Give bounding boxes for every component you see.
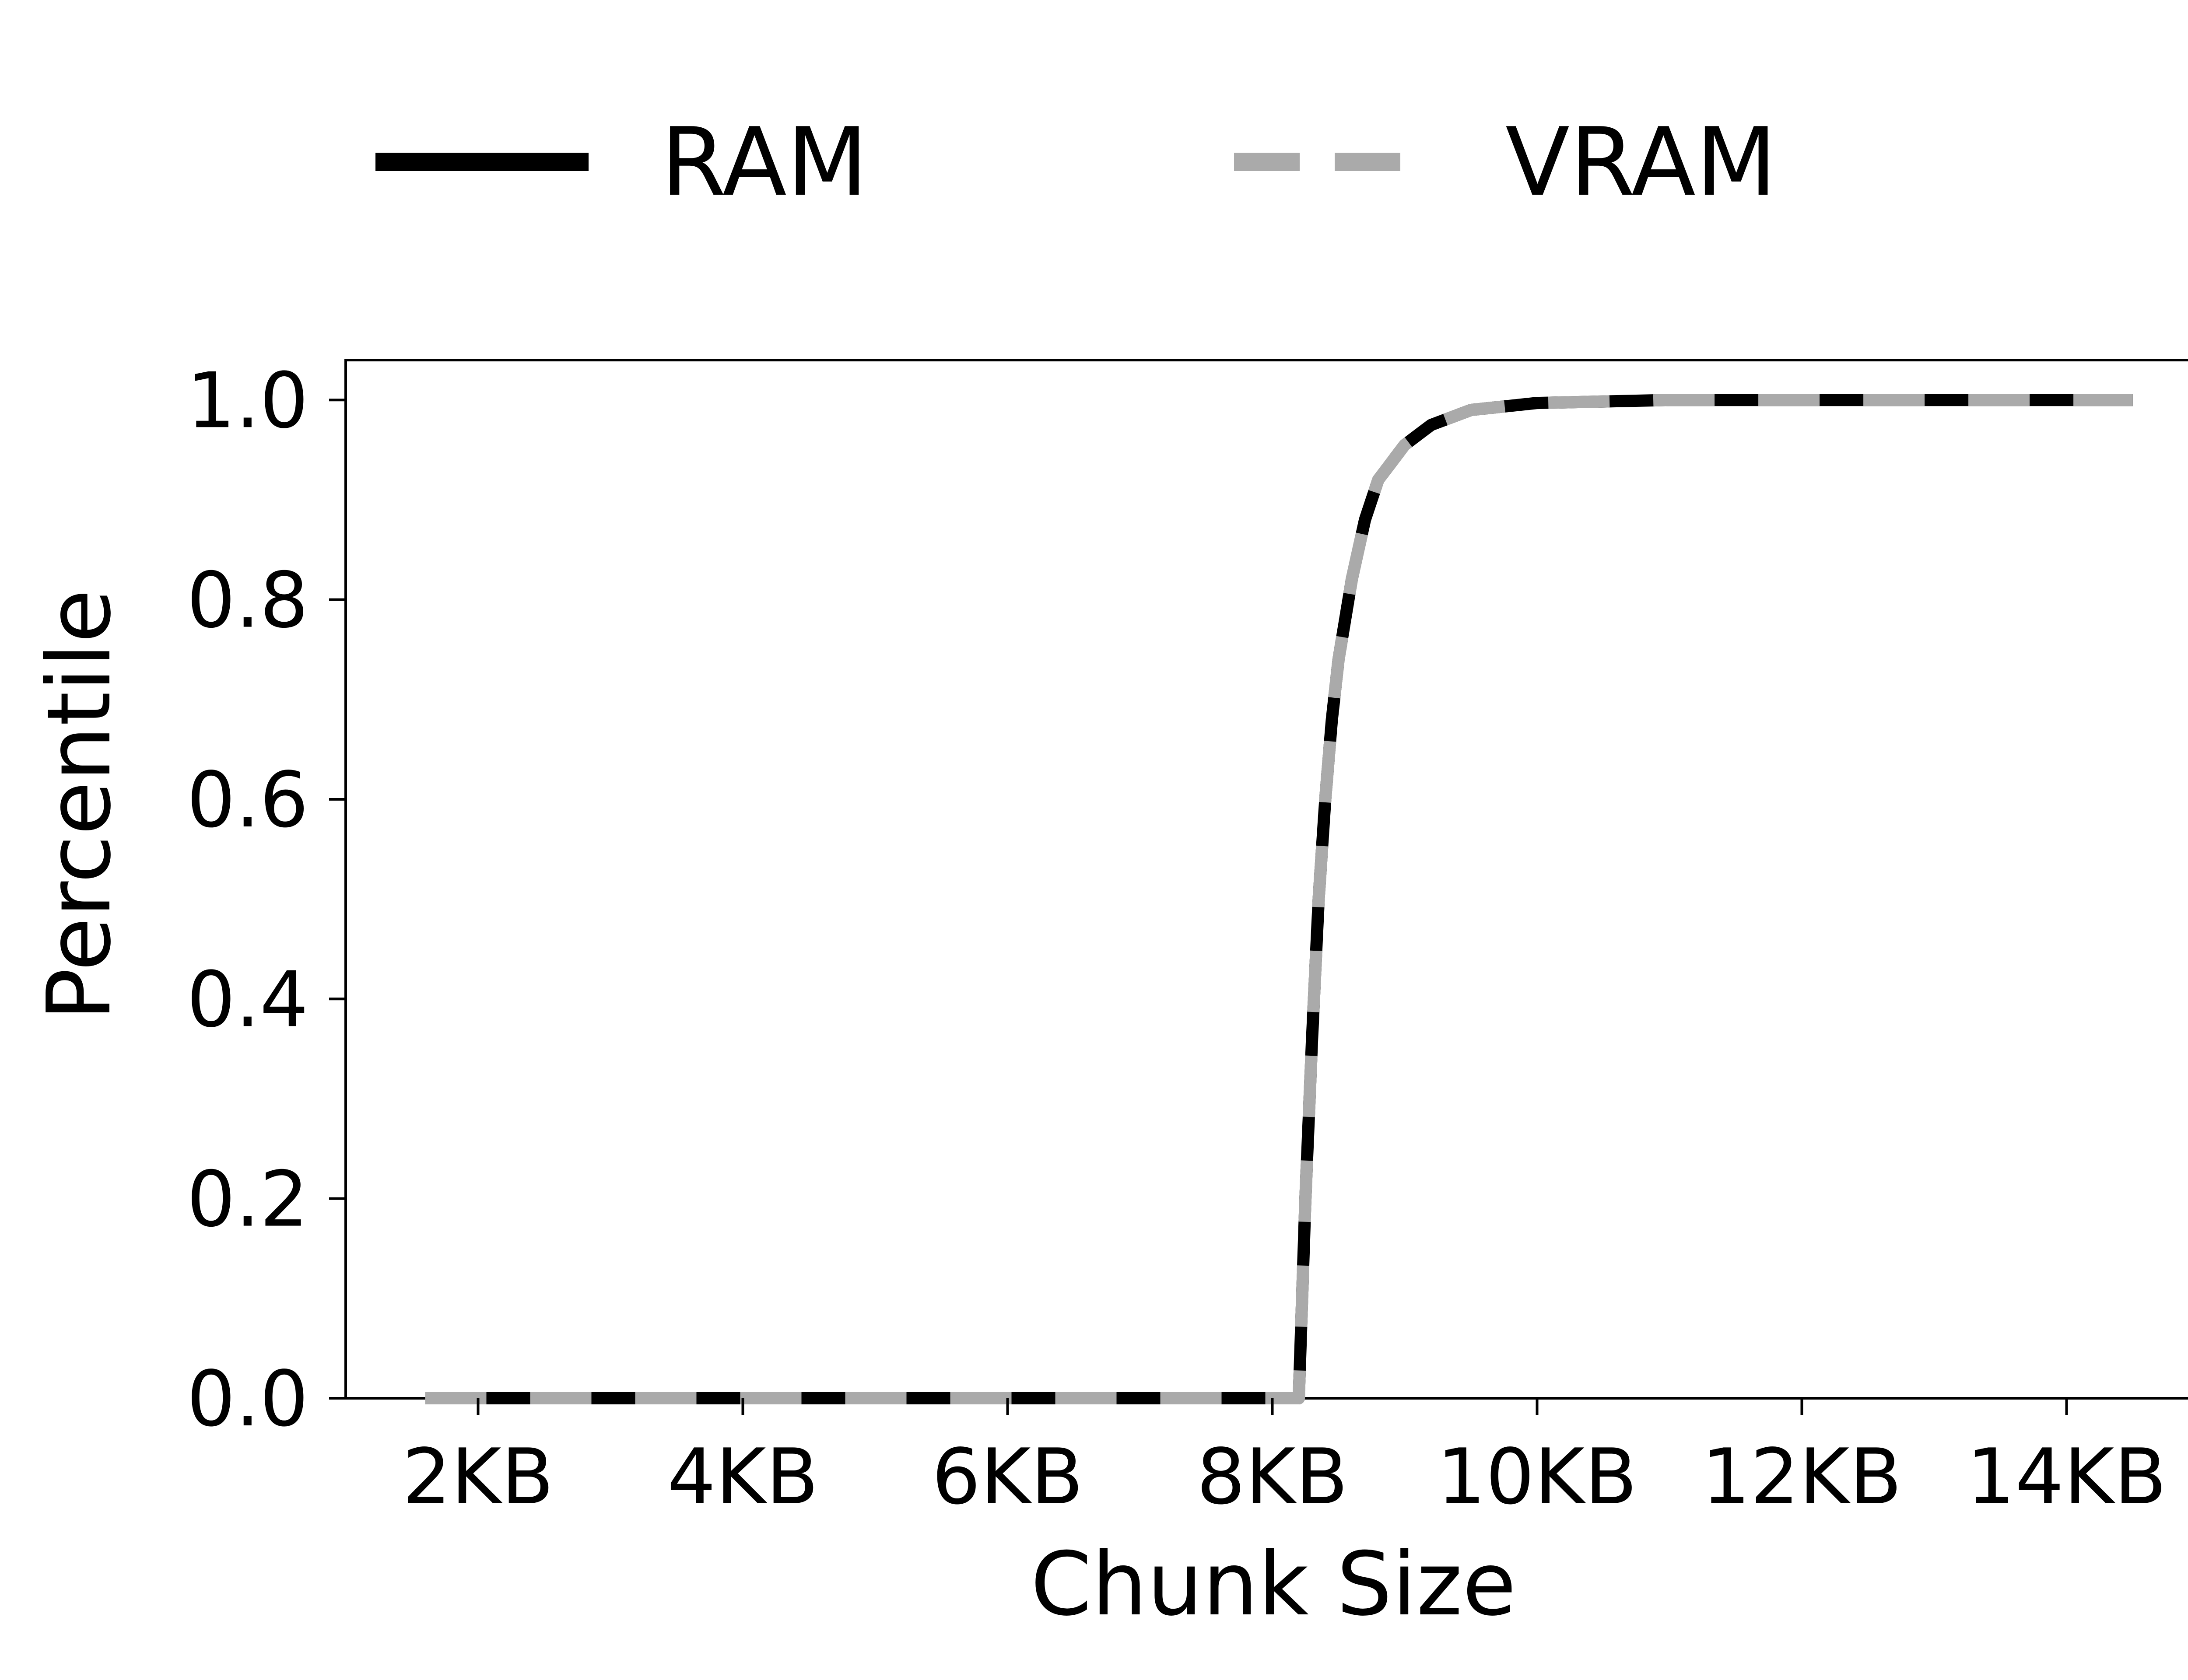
y-tick-label: 0.8 [187, 556, 309, 645]
x-tick-label: 2KB [402, 1433, 554, 1522]
x-tick-label: 14KB [1967, 1433, 2167, 1522]
legend-label-vram: VRAM [1505, 107, 1777, 217]
y-tick-label: 0.6 [187, 756, 309, 845]
legend-item-vram: VRAM [1234, 107, 1777, 217]
x-tick-label: 12KB [1702, 1433, 1902, 1522]
y-tick-label: 1.0 [187, 357, 309, 445]
y-axis-ticks: 0.0 0.2 0.4 0.6 0.8 1.0 [187, 357, 346, 1444]
x-axis-ticks: 2KB 4KB 6KB 8KB 10KB 12KB 14KB [402, 1398, 2167, 1522]
y-tick-label: 0.0 [187, 1355, 309, 1444]
plot-frame [344, 359, 2188, 1400]
y-tick-label: 0.2 [187, 1155, 309, 1244]
series-line-vram [425, 394, 2133, 1404]
plot-area [344, 359, 2188, 1404]
x-axis-label: Chunk Size [1031, 1533, 1516, 1635]
y-axis-label: Percentile [28, 589, 130, 1021]
legend-label-ram: RAM [661, 107, 868, 217]
x-tick-label: 6KB [932, 1433, 1083, 1522]
legend: RAM VRAM [375, 107, 1777, 217]
x-tick-label: 8KB [1196, 1433, 1348, 1522]
x-tick-label: 4KB [667, 1433, 818, 1522]
y-tick-label: 0.4 [187, 956, 309, 1044]
series-line-ram [425, 394, 2133, 1404]
legend-item-ram: RAM [375, 107, 868, 217]
x-tick-label: 10KB [1437, 1433, 1637, 1522]
